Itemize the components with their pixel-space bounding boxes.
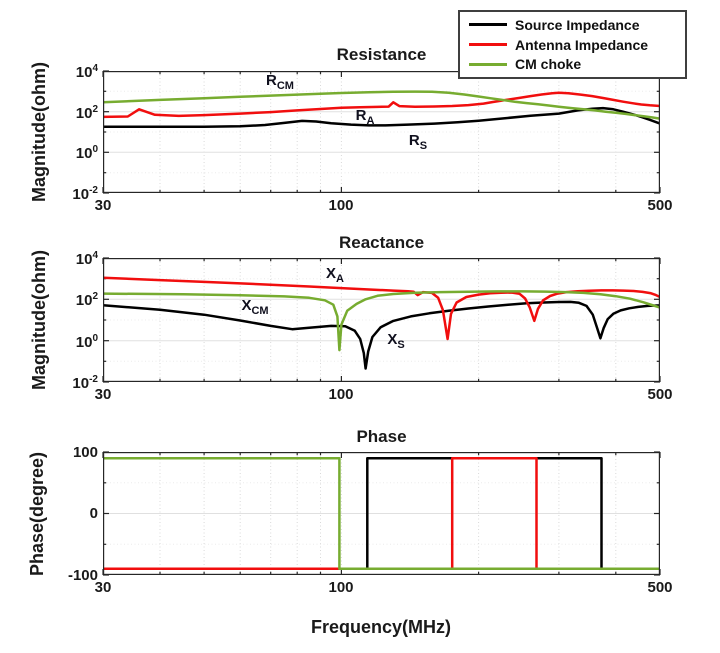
ytick-1e0: 100 <box>75 144 98 162</box>
legend-label: Antenna Impedance <box>515 36 649 53</box>
ytick-1e2: 102 <box>75 104 98 122</box>
reactance-ylabel: Magnitude(ohm) <box>29 250 49 390</box>
xtick-100: 100 <box>328 386 354 403</box>
ytick-1e4: 104 <box>75 63 98 81</box>
annotation-rs: RS <box>408 132 428 152</box>
annotation-xs: XS <box>387 331 405 351</box>
reactance-plot-area <box>102 257 661 383</box>
xtick-500: 500 <box>647 579 673 596</box>
legend-label: CM choke <box>515 56 582 73</box>
xtick-30: 30 <box>94 386 112 403</box>
resistance-ylabel: Magnitude(ohm) <box>29 62 49 202</box>
legend-item-source: Source Impedance <box>469 15 685 35</box>
xtick-500: 500 <box>647 197 673 214</box>
xtick-100: 100 <box>328 579 354 596</box>
ytick--100: -100 <box>67 567 98 584</box>
x-axis-label: Frequency(MHz) <box>310 617 451 637</box>
reactance-title: Reactance <box>338 233 425 252</box>
xtick-100: 100 <box>328 197 354 214</box>
ytick-1e-2: 10-2 <box>72 185 98 203</box>
phase-title: Phase <box>356 427 407 446</box>
legend: Source Impedance Antenna Impedance CM ch… <box>458 10 687 79</box>
phase-ylabel: Phase(degree) <box>27 451 47 577</box>
annotation-xcm: XCM <box>241 297 269 317</box>
ytick-0: 0 <box>89 505 98 522</box>
resistance-title: Resistance <box>336 45 427 64</box>
ytick-100: 100 <box>72 444 98 461</box>
annotation-rcm: RCM <box>266 72 294 92</box>
resistance-plot-area <box>102 70 661 194</box>
legend-item-choke: CM choke <box>469 54 685 74</box>
source-line-swatch <box>469 23 507 27</box>
ytick-1e2: 102 <box>75 291 98 309</box>
xtick-30: 30 <box>94 197 112 214</box>
ytick-1e-2: 10-2 <box>72 374 98 392</box>
ytick-1e0: 100 <box>75 333 98 351</box>
ytick-1e4: 104 <box>75 250 98 268</box>
legend-label: Source Impedance <box>515 16 640 33</box>
annotation-xa: XA <box>326 265 344 285</box>
phase-plot-area <box>102 451 661 576</box>
xtick-30: 30 <box>94 579 112 596</box>
legend-item-antenna: Antenna Impedance <box>469 35 685 55</box>
antenna-line-swatch <box>469 43 507 46</box>
annotation-ra: RA <box>355 107 375 127</box>
choke-line-swatch <box>469 62 507 66</box>
xtick-500: 500 <box>647 386 673 403</box>
